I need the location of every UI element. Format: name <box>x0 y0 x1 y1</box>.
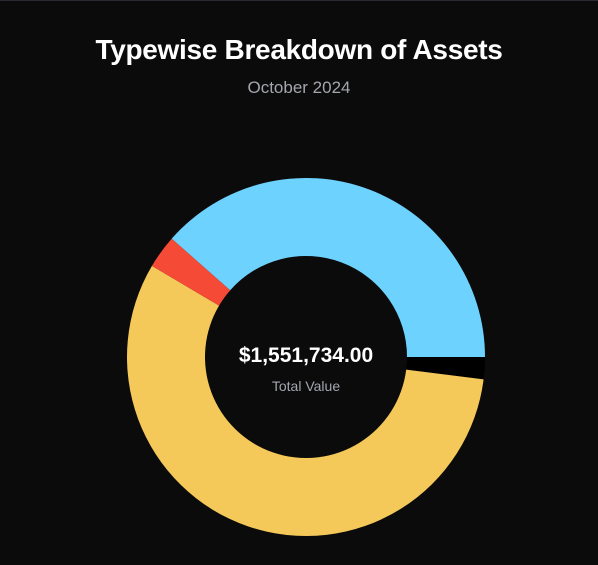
total-value: $1,551,734.00 <box>239 344 373 367</box>
donut-slice-2[interactable] <box>126 265 484 536</box>
donut-slice-4[interactable] <box>171 177 486 357</box>
top-border <box>0 0 598 1</box>
total-value-label: Total Value <box>272 378 340 394</box>
donut-slice-3[interactable] <box>151 238 231 306</box>
chart-title: Typewise Breakdown of Assets <box>95 34 503 65</box>
donut-slice-1[interactable] <box>406 357 485 380</box>
chart-subtitle: October 2024 <box>247 78 351 97</box>
donut-slices <box>126 177 486 536</box>
chart-header: Typewise Breakdown of Assets October 202… <box>0 30 598 100</box>
